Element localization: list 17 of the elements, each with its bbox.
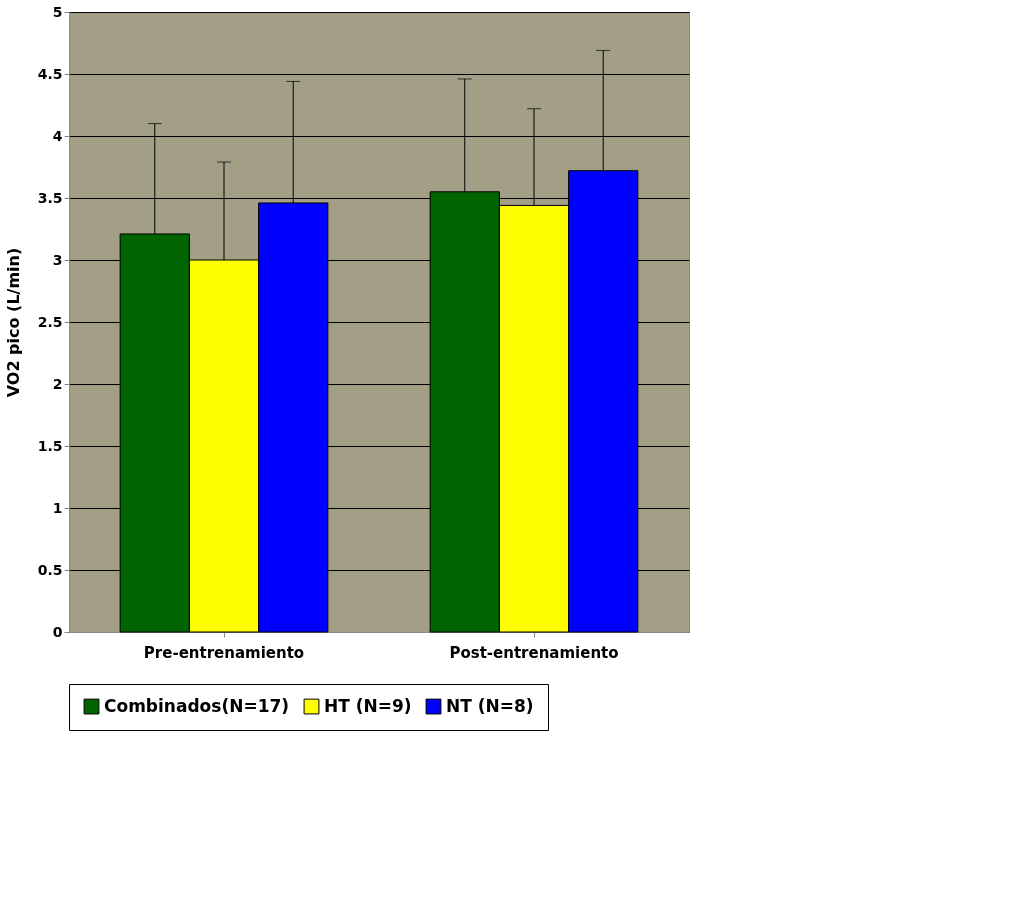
legend-label: Combinados(N=17): [104, 695, 290, 716]
y-axis-title: VO2 pico (L/min): [3, 247, 23, 398]
x-tick-label: Post-entrenamiento: [449, 643, 619, 662]
y-tick-label: 4: [52, 127, 63, 144]
y-tick-label: 0.5: [37, 561, 63, 578]
y-tick-label: 4.5: [37, 65, 63, 82]
legend-label: HT (N=9): [324, 695, 412, 716]
y-tick-label: 2: [52, 375, 63, 392]
legend-label: NT (N=8): [446, 695, 534, 716]
y-tick-label: 2.5: [37, 313, 63, 330]
y-tick-label: 0: [52, 623, 63, 640]
y-tick-label: 1: [52, 499, 63, 516]
y-tick-label: 1.5: [37, 437, 63, 454]
x-tick-label: Pre-entrenamiento: [143, 643, 305, 662]
y-tick-label: 5: [52, 3, 63, 20]
y-tick-label: 3.5: [37, 189, 63, 206]
y-tick-label: 3: [52, 251, 63, 268]
